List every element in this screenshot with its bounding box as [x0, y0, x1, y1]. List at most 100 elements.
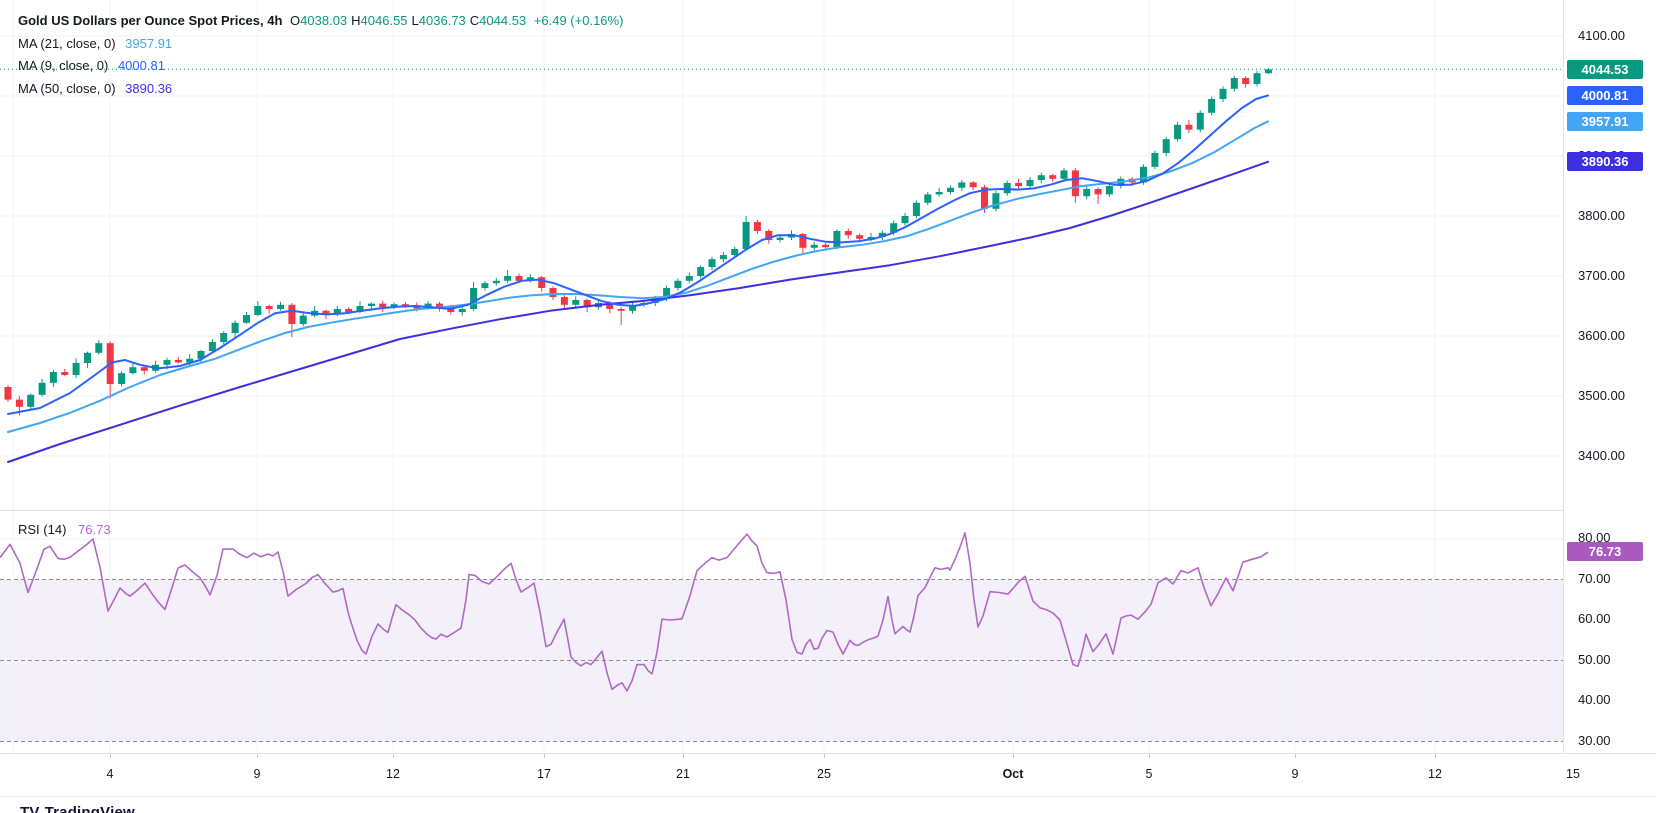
chart-legend: Gold US Dollars per Ounce Spot Prices, 4… [18, 10, 623, 100]
candle-body-down [140, 367, 148, 371]
candle-body-up [504, 276, 512, 281]
candle-body-down [560, 297, 568, 305]
ma-legend-rows: MA (21, close, 0) 3957.91 MA (9, close, 0… [18, 33, 623, 101]
candle-body-up [186, 358, 194, 363]
candle-body-down [844, 231, 852, 236]
rsi-legend-row[interactable]: RSI (14) 76.73 [18, 522, 111, 537]
candle-body-up [1162, 139, 1170, 153]
candle-body-up [810, 244, 818, 248]
candle-body-down [61, 372, 69, 375]
ma-label: MA (9, close, 0) [18, 58, 109, 73]
candle-body-up [663, 288, 671, 299]
time-label: 17 [537, 767, 551, 781]
tradingview-wordmark: TradingView [44, 804, 135, 813]
candle-body-up [1230, 78, 1238, 89]
price-tick-label: 3400.00 [1578, 448, 1625, 463]
candle-body-up [458, 309, 466, 312]
rsi-value: 76.73 [78, 522, 111, 537]
time-tick [1149, 754, 1150, 758]
candle-body-down [856, 235, 864, 239]
time-label: 4 [106, 767, 114, 781]
rsi-tick-label: 80.00 [1578, 530, 1611, 545]
time-label: 12 [386, 767, 400, 781]
candle-body-up [356, 306, 364, 312]
candle-body-up [197, 351, 205, 359]
price-tick-label: 3800.00 [1578, 208, 1625, 223]
candle-body-down [4, 387, 12, 400]
ohlc-token: H4046.55 [351, 13, 408, 28]
candle-body-up [38, 382, 46, 395]
candle-body-up [890, 223, 898, 233]
ma-line [7, 120, 1269, 433]
time-axis-labels: 4 9 12 17 21 25 Oct 5 9 12 15 [0, 754, 1585, 796]
rsi-tick-label: 60.00 [1578, 611, 1611, 626]
candle-body-up [697, 267, 705, 276]
time-tick [683, 754, 684, 758]
candle-body-up [947, 187, 954, 192]
candle-body-up [935, 192, 943, 195]
price-tick-label: 3600.00 [1578, 328, 1625, 343]
time-axis[interactable]: 4 9 12 17 21 25 Oct 5 9 12 15 [0, 753, 1656, 797]
candle-body-down [1185, 124, 1193, 130]
candle-body-up [867, 237, 875, 239]
candle-body-down [1242, 78, 1250, 84]
time-tick [1295, 754, 1296, 758]
candle-body-down [174, 360, 182, 363]
ma-value: 4000.81 [117, 58, 165, 73]
price-axis[interactable]: 4100.004000.003900.003800.003700.003600.… [1563, 0, 1656, 795]
time-tick [393, 754, 394, 758]
candle-body-up [924, 194, 932, 203]
candle-body-down [379, 303, 387, 308]
candle-body-up [1060, 170, 1068, 179]
ma-legend-row[interactable]: MA (21, close, 0) 3957.91 [18, 33, 623, 56]
rsi-tick-label: 40.00 [1578, 692, 1611, 707]
price-pane[interactable] [0, 0, 1563, 510]
candle-body-down [436, 303, 443, 307]
price-tick-label: 3700.00 [1578, 268, 1625, 283]
candle-body-up [129, 367, 137, 374]
candle-body-up [833, 231, 841, 248]
price-badge: 4000.81 [1567, 86, 1643, 105]
candle-body-down [606, 303, 614, 309]
time-label: 25 [817, 767, 831, 781]
candle-body-up [1196, 112, 1204, 130]
candle-body-up [674, 280, 682, 288]
ma-legend-row[interactable]: MA (50, close, 0) 3890.36 [18, 78, 623, 101]
legend-title-row[interactable]: Gold US Dollars per Ounce Spot Prices, 4… [18, 10, 623, 33]
candle-body-down [799, 234, 807, 248]
candle-body-down [1049, 175, 1057, 179]
time-tick [544, 754, 545, 758]
ohlc-token: O4038.03 [290, 13, 348, 28]
candle-body-up [27, 394, 35, 407]
price-chart-canvas[interactable] [0, 0, 1563, 510]
candle-body-up [1264, 69, 1272, 74]
candle-body-up [72, 363, 80, 375]
candle-body-up [492, 280, 500, 284]
tradingview-mark-icon: TV [20, 804, 40, 813]
ohlc-token: C4044.53 [469, 13, 527, 28]
candle-body-up [719, 255, 727, 260]
symbol-title: Gold US Dollars per Ounce Spot Prices, 4… [18, 13, 283, 28]
ohlc-values: O4038.03 H4046.55 L4036.73 C4044.53 [286, 13, 526, 28]
candle-body-up [1151, 153, 1159, 167]
tradingview-logo[interactable]: TV TradingView [20, 804, 135, 813]
candle-body-down [322, 310, 330, 315]
rsi-chart-canvas[interactable] [0, 511, 1563, 753]
time-tick [1013, 754, 1014, 758]
candle-body-up [878, 232, 886, 237]
time-label: 15 [1566, 767, 1580, 781]
candle-body-up [1026, 180, 1034, 186]
rsi-label: RSI (14) [18, 522, 67, 537]
ma-legend-row[interactable]: MA (9, close, 0) 4000.81 [18, 55, 623, 78]
time-tick [257, 754, 258, 758]
candle-body-down [969, 182, 977, 188]
candle-body-down [1015, 183, 1023, 186]
candle-body-up [708, 259, 716, 267]
candle-body-up [390, 304, 398, 308]
candle-body-up [333, 309, 341, 315]
candle-body-down [538, 277, 546, 288]
candle-body-down [401, 304, 409, 306]
rsi-pane[interactable] [0, 510, 1563, 754]
candle-body-up [481, 283, 489, 288]
candle-body-down [288, 304, 296, 324]
